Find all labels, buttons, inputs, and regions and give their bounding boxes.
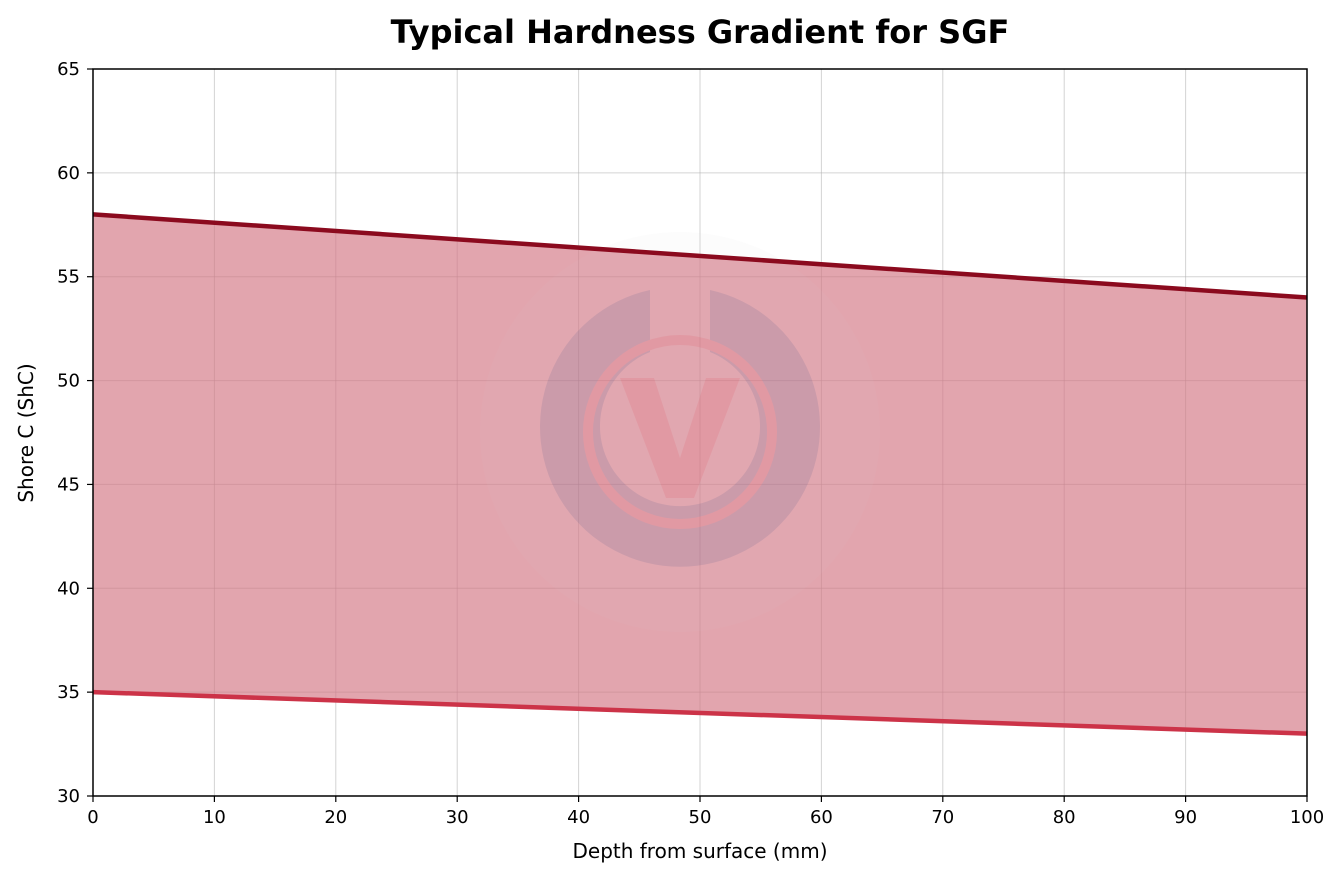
- x-axis-ticks: 0 10 20 30 40 50 60 70 80 90 100: [87, 796, 1324, 828]
- x-tick-label: 40: [567, 807, 590, 828]
- lower-hardness-line: [92, 689, 1308, 736]
- x-tick-label: 80: [1053, 807, 1076, 828]
- y-tick-label: 35: [57, 682, 80, 703]
- chart-title: Typical Hardness Gradient for SGF: [391, 13, 1010, 51]
- y-axis-label: Shore C (ShC): [14, 363, 38, 502]
- y-tick-label: 50: [57, 371, 80, 392]
- y-tick-label: 45: [57, 474, 80, 495]
- y-tick-label: 55: [57, 267, 80, 288]
- y-tick-label: 40: [57, 578, 80, 599]
- y-tick-label: 65: [57, 59, 80, 80]
- upper-hardness-line: [92, 212, 1308, 300]
- x-tick-label: 100: [1290, 807, 1324, 828]
- y-tick-label: 60: [57, 163, 80, 184]
- y-axis-ticks: 30 35 40 45 50 55 60 65: [57, 59, 93, 807]
- x-tick-label: 20: [324, 807, 347, 828]
- hardness-range-band: [93, 214, 1307, 734]
- x-tick-label: 0: [87, 807, 98, 828]
- x-tick-label: 70: [931, 807, 954, 828]
- x-tick-label: 60: [810, 807, 833, 828]
- x-tick-label: 10: [203, 807, 226, 828]
- x-tick-label: 90: [1174, 807, 1197, 828]
- x-axis-label: Depth from surface (mm): [572, 839, 827, 863]
- x-tick-label: 30: [446, 807, 469, 828]
- y-tick-label: 30: [57, 786, 80, 807]
- x-tick-label: 50: [689, 807, 712, 828]
- v-logo-watermark: [480, 232, 880, 632]
